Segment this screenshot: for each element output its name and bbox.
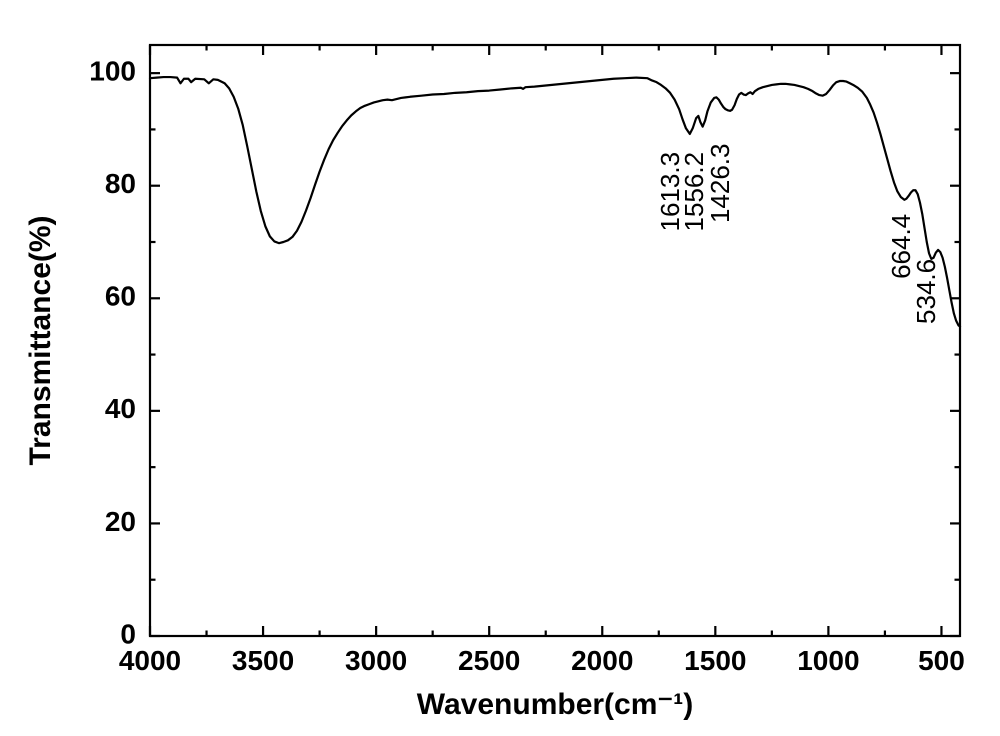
x-tick-label: 2500 [458, 645, 520, 676]
x-tick-label: 1000 [797, 645, 859, 676]
y-axis-label: Transmittance(%) [24, 215, 57, 465]
x-axis-label: Wavenumber(cm⁻¹) [417, 688, 693, 721]
y-tick-label: 80 [105, 168, 136, 199]
x-tick-label: 1500 [684, 645, 746, 676]
y-tick-label: 60 [105, 281, 136, 312]
x-tick-label: 4000 [119, 645, 181, 676]
ftir-chart: 4000 3500 3000 2500 2000 1500 1000 500 0 20 40 60 80… [0, 0, 1000, 736]
y-tick-label: 0 [120, 618, 136, 649]
y-tick-label: 40 [105, 393, 136, 424]
y-tick-label: 20 [105, 506, 136, 537]
peak-label: 1426.3 [705, 144, 735, 224]
peak-label: 534.6 [911, 259, 941, 324]
x-tick-label: 3500 [232, 645, 294, 676]
x-tick-label: 500 [918, 645, 965, 676]
y-tick-label: 100 [89, 56, 136, 87]
x-tick-label: 3000 [345, 645, 407, 676]
x-tick-label: 2000 [571, 645, 633, 676]
